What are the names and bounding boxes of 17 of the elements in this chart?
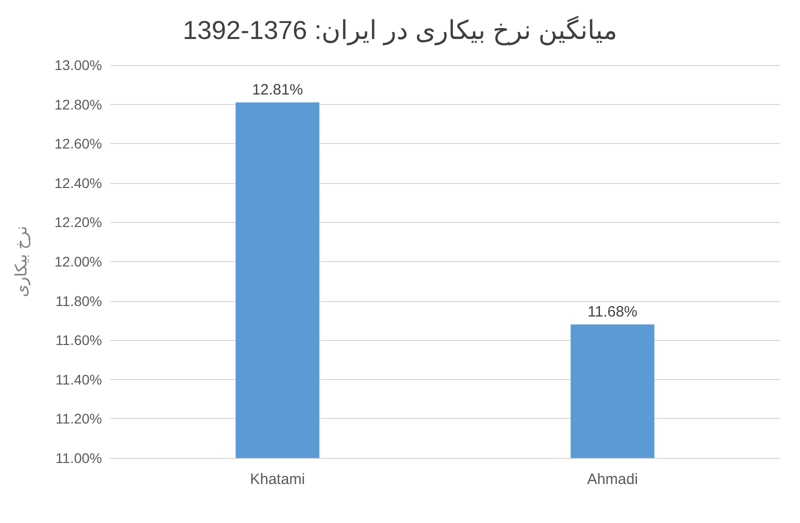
y-tick-label: 11.20% [56,410,102,427]
y-tick-label: 11.60% [56,332,102,348]
y-tick-label: 11.40% [56,371,102,388]
y-tick-label: 11.00% [56,450,102,466]
y-axis-title: نرخ بیکاری [14,226,30,298]
y-tick-label: 12.80% [54,96,102,112]
x-tick-label: Khatami [250,471,306,488]
y-tick-label: 13.00% [54,57,102,73]
x-tick-label: Ahmadi [587,471,638,488]
data-label: 12.81% [252,81,303,98]
y-tick-label: 12.40% [54,174,102,191]
chart-title: میانگین نرخ بیکاری در ایران: 1376-1392 [182,15,618,46]
y-tick-label: 11.80% [56,292,102,309]
y-tick-label: 12.20% [54,214,102,230]
y-tick-label: 12.60% [54,136,102,152]
y-tick-label: 12.00% [54,254,102,270]
data-label: 11.68% [588,303,638,320]
